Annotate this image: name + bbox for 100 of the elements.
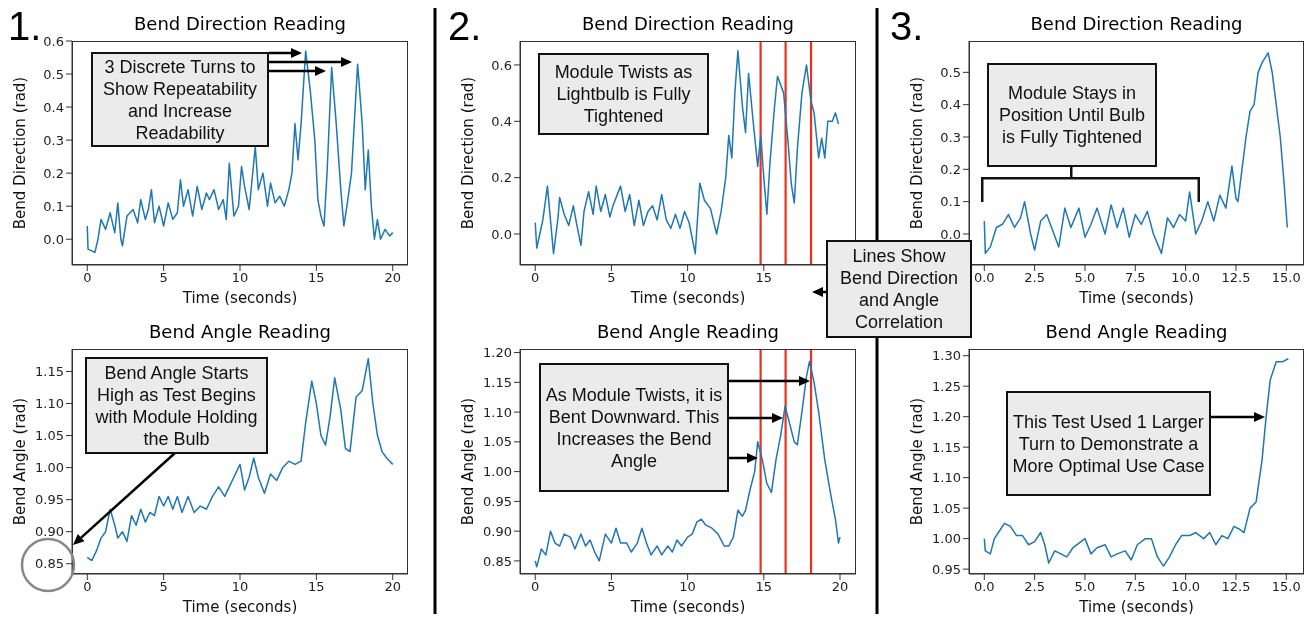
- annotation: Module Stays in Position Until Bulb is Fully Tightened: [997, 82, 1147, 148]
- x-tick-label: 5: [607, 270, 616, 286]
- x-tick-label: 20: [384, 270, 401, 286]
- y-tick-label: 1.15: [35, 364, 64, 380]
- y-tick-label: 0.85: [35, 556, 64, 572]
- line-series: [534, 360, 841, 568]
- y-tick-label: 1.20: [483, 345, 512, 361]
- x-axis-title: Time (seconds): [629, 289, 746, 307]
- annotation: Bend Angle Starts High as Test Begins with Module Holding the Bulb: [94, 361, 259, 450]
- x-tick-label: 10: [679, 579, 696, 595]
- x-tick-label: 10: [679, 270, 696, 286]
- y-tick-label: 0.3: [940, 129, 961, 145]
- y-axis-title: Bend Angle (rad): [11, 397, 30, 526]
- x-tick-label: 5: [607, 579, 616, 595]
- chart-title: Bend Direction Reading: [1029, 13, 1244, 34]
- x-tick-label: 0: [531, 270, 540, 286]
- x-tick-label: 15: [308, 270, 325, 286]
- y-tick-label: 0.1: [940, 194, 961, 210]
- x-tick-label: 5: [159, 579, 168, 595]
- x-axis-title: Time (seconds): [1078, 598, 1194, 616]
- x-tick-label: 2.5: [1024, 579, 1045, 595]
- x-tick-label: 0: [531, 579, 540, 595]
- y-tick-label: 0.85: [483, 553, 512, 569]
- y-tick-label: 0.2: [940, 161, 961, 177]
- x-tick-label: 15: [755, 270, 773, 286]
- x-tick-label: 0.0: [973, 579, 995, 595]
- x-tick-label: 5.0: [1074, 270, 1096, 286]
- y-tick-label: 0.0: [43, 231, 64, 247]
- y-tick-label: 0.0: [940, 226, 961, 242]
- y-axis-title: Bend Angle (rad): [459, 397, 478, 526]
- x-tick-label: 7.5: [1124, 579, 1146, 595]
- y-tick-label: 1.15: [483, 374, 512, 390]
- chart-title: Bend Angle Reading: [148, 321, 332, 342]
- x-axis-title: Time (seconds): [181, 289, 298, 307]
- y-tick-label: 0.3: [43, 132, 64, 148]
- y-tick-label: 0.4: [43, 99, 64, 115]
- annotation: Lines Show Bend Direction and Angle Correlation: [838, 245, 960, 333]
- x-tick-label: 2.5: [1024, 270, 1045, 286]
- y-tick-label: 1.05: [35, 428, 64, 444]
- x-tick-label: 0: [83, 270, 92, 286]
- text: 1.: [8, 7, 42, 48]
- x-axis-title: Time (seconds): [1078, 289, 1194, 307]
- text: 3.: [890, 7, 924, 48]
- y-tick-label: 0.4: [940, 97, 961, 113]
- y-tick-label: 0.90: [483, 523, 512, 539]
- y-tick-label: 0.1: [43, 198, 64, 214]
- x-tick-label: 5: [159, 270, 168, 286]
- chart-title: Bend Direction Reading: [132, 13, 348, 34]
- text: 2.: [448, 7, 482, 48]
- x-tick-label: 15: [308, 579, 325, 595]
- x-tick-label: 20: [384, 579, 401, 595]
- chart-title: Bend Direction Reading: [580, 13, 796, 34]
- annotation: Module Twists as Lightbulb is Fully Tightened: [553, 61, 694, 127]
- x-tick-label: 10.0: [1171, 270, 1201, 286]
- chart-title: Bend Angle Reading: [596, 321, 780, 342]
- y-tick-label: 0.2: [43, 165, 64, 181]
- x-tick-label: 7.5: [1124, 270, 1146, 286]
- y-axis-title: Bend Direction (rad): [908, 76, 927, 230]
- x-tick-label: 15.0: [1271, 270, 1301, 286]
- y-tick-label: 0.4: [491, 113, 512, 129]
- y-tick-label: 1.10: [483, 404, 512, 420]
- y-tick-label: 0.6: [491, 57, 512, 73]
- y-axis-title: Bend Angle (rad): [908, 397, 927, 526]
- y-tick-label: 0.6: [43, 33, 64, 49]
- x-axis-title: Time (seconds): [181, 598, 298, 616]
- x-tick-label: 5.0: [1074, 579, 1096, 595]
- y-tick-label: 0.5: [940, 64, 961, 80]
- y-tick-label: 1.30: [932, 348, 961, 364]
- line-series: [86, 357, 394, 562]
- x-tick-label: 10.0: [1171, 579, 1201, 595]
- y-axis-title: Bend Direction (rad): [459, 76, 478, 230]
- y-tick-label: 1.10: [932, 470, 961, 486]
- x-tick-label: 15.0: [1271, 579, 1301, 595]
- y-tick-label: 0.95: [483, 494, 512, 509]
- y-tick-label: 0.2: [491, 170, 512, 186]
- y-tick-label: 0.90: [35, 524, 64, 540]
- x-axis-title: Time (seconds): [629, 598, 746, 616]
- y-tick-label: 1.10: [35, 396, 64, 412]
- y-tick-label: 1.05: [483, 434, 512, 450]
- line-series: [983, 52, 1289, 255]
- annotation: This Test Used 1 Larger Turn to Demonstrate a More Optimal Use Case: [1011, 410, 1206, 477]
- line-series: [534, 50, 840, 255]
- annotation: As Module Twists, it is Bent Downward. This Increases the Bend Angle: [544, 383, 724, 472]
- x-tick-label: 10: [231, 270, 249, 286]
- x-tick-label: 20: [831, 579, 849, 595]
- y-tick-label: 1.00: [483, 464, 512, 480]
- x-tick-label: 0.0: [973, 270, 995, 286]
- y-tick-label: 0.5: [43, 66, 64, 82]
- y-tick-label: 0.0: [491, 226, 512, 242]
- y-tick-label: 1.00: [932, 531, 961, 547]
- y-tick-label: 0.95: [35, 492, 64, 508]
- x-tick-label: 15: [755, 579, 773, 595]
- y-tick-label: 0.95: [932, 561, 961, 577]
- x-tick-label: 0: [83, 579, 92, 595]
- y-tick-label: 1.15: [932, 439, 961, 455]
- x-tick-label: 10: [231, 579, 249, 595]
- y-axis-title: Bend Direction (rad): [11, 76, 30, 230]
- y-tick-label: 1.25: [932, 378, 961, 394]
- line-series: [86, 50, 394, 254]
- y-tick-label: 1.20: [932, 409, 961, 425]
